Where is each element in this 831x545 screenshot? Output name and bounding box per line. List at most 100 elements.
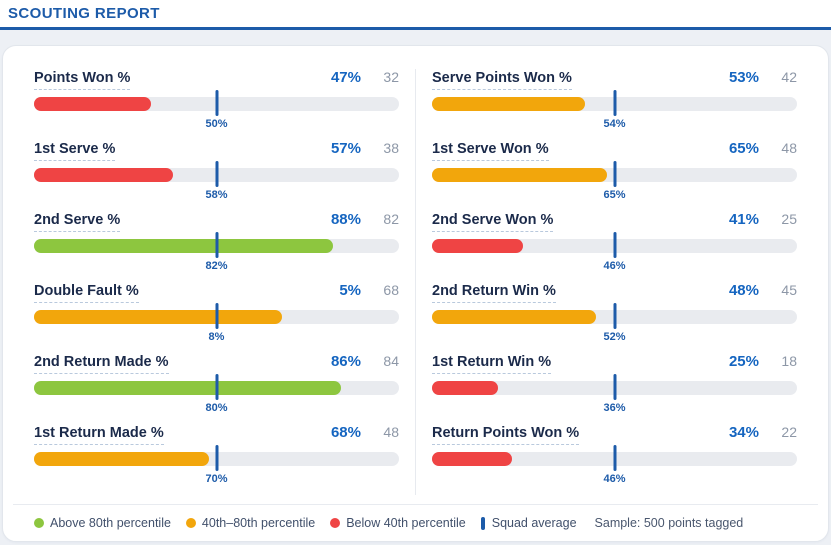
squad-average-tick <box>215 232 218 258</box>
column-divider <box>415 69 416 495</box>
legend-label-above-80: Above 80th percentile <box>50 516 171 530</box>
stat-label[interactable]: 2nd Return Made % <box>34 355 169 374</box>
legend: Above 80th percentile 40th–80th percenti… <box>13 504 818 542</box>
stat-percentile: 22 <box>781 424 797 440</box>
stat-value: 68% <box>330 424 361 441</box>
stat-bar: 65% <box>432 161 797 201</box>
stat-label[interactable]: 2nd Serve Won % <box>432 213 554 232</box>
stat-row: 2nd Return Win % 48% 45 52% <box>432 282 797 353</box>
bar-fill <box>34 97 151 111</box>
squad-average-tick <box>215 445 218 471</box>
stat-label[interactable]: 1st Return Made % <box>34 426 164 445</box>
stat-header: Serve Points Won % 53% 42 <box>432 69 797 90</box>
bar-fill <box>432 452 513 466</box>
stat-value: 5% <box>339 282 361 299</box>
stat-percentile: 48 <box>781 140 797 156</box>
stat-label[interactable]: 1st Return Win % <box>432 355 552 374</box>
squad-average-tick-icon <box>480 516 485 530</box>
stat-percentile: 18 <box>781 353 797 369</box>
stat-value: 86% <box>330 353 361 370</box>
stat-percentile: 84 <box>383 353 399 369</box>
red-dot-icon <box>330 518 341 528</box>
squad-average-label: 36% <box>603 402 626 414</box>
bar-fill <box>34 168 173 182</box>
squad-average-label: 65% <box>603 189 626 201</box>
report-title-bar: SCOUTING REPORT <box>0 0 831 30</box>
stat-value: 34% <box>728 424 759 441</box>
squad-average-tick <box>215 90 218 116</box>
stat-header: 2nd Return Made % 86% 84 <box>34 353 399 374</box>
stat-label[interactable]: Double Fault % <box>34 284 139 303</box>
bar-fill <box>34 239 334 253</box>
stat-row: 1st Serve % 57% 38 58% <box>34 140 399 211</box>
stat-label[interactable]: 2nd Return Win % <box>432 284 556 303</box>
stat-bar: 70% <box>34 445 399 485</box>
squad-average-label: 8% <box>208 331 225 343</box>
bar-fill <box>432 97 586 111</box>
stat-label[interactable]: Serve Points Won % <box>432 71 572 90</box>
stat-value: 57% <box>330 140 361 157</box>
squad-average-label: 70% <box>205 473 228 485</box>
squad-average-tick <box>215 161 218 187</box>
squad-average-tick <box>613 445 616 471</box>
stat-bar: 46% <box>432 232 797 272</box>
stat-label[interactable]: Return Points Won % <box>432 426 580 445</box>
orange-dot-icon <box>185 518 196 528</box>
stat-row: 2nd Return Made % 86% 84 80% <box>34 353 399 424</box>
stat-bar: 36% <box>432 374 797 414</box>
bar-fill <box>432 239 524 253</box>
squad-average-tick <box>613 90 616 116</box>
stat-bar: 82% <box>34 232 399 272</box>
squad-average-label: 54% <box>603 118 626 130</box>
legend-label-40-80: 40th–80th percentile <box>201 516 316 530</box>
stat-percentile: 25 <box>781 211 797 227</box>
stat-label[interactable]: 2nd Serve % <box>34 213 121 232</box>
stat-percentile: 48 <box>383 424 399 440</box>
page-title: SCOUTING REPORT <box>8 5 160 22</box>
bar-fill <box>34 452 210 466</box>
stat-label[interactable]: 1st Serve Won % <box>432 142 549 161</box>
stat-row: Double Fault % 5% 68 8% <box>34 282 399 353</box>
stat-bar: 50% <box>34 90 399 130</box>
stat-bar: 58% <box>34 161 399 201</box>
squad-average-label: 46% <box>603 260 626 272</box>
stat-value: 65% <box>728 140 759 157</box>
stat-value: 53% <box>728 69 759 86</box>
squad-average-tick <box>613 232 616 258</box>
stat-row: 1st Serve Won % 65% 48 65% <box>432 140 797 211</box>
stat-header: Double Fault % 5% 68 <box>34 282 399 303</box>
sample-size-note: Sample: 500 points tagged <box>594 516 744 530</box>
bar-fill <box>34 381 341 395</box>
squad-average-tick <box>215 303 218 329</box>
green-dot-icon <box>34 518 44 528</box>
stat-bar: 52% <box>432 303 797 343</box>
stat-percentile: 32 <box>383 69 399 85</box>
stat-label[interactable]: 1st Serve % <box>34 142 116 161</box>
stat-value: 41% <box>728 211 759 228</box>
stat-bar: 8% <box>34 303 399 343</box>
legend-item-above-80: Above 80th percentile <box>34 516 171 530</box>
stat-label[interactable]: Points Won % <box>34 71 131 90</box>
stat-value: 25% <box>728 353 759 370</box>
stat-percentile: 82 <box>383 211 399 227</box>
bar-fill <box>34 310 283 324</box>
squad-average-label: 80% <box>205 402 228 414</box>
stat-row: Return Points Won % 34% 22 46% <box>432 424 797 495</box>
stat-value: 88% <box>330 211 361 228</box>
squad-average-label: 82% <box>205 260 228 272</box>
stat-value: 47% <box>330 69 361 86</box>
stat-row: 2nd Serve Won % 41% 25 46% <box>432 211 797 282</box>
legend-item-40-80: 40th–80th percentile <box>185 516 316 530</box>
stat-bar: 80% <box>34 374 399 414</box>
scouting-report-card: Points Won % 47% 32 50% 1st Serve % 57% … <box>2 45 829 542</box>
bar-fill <box>432 168 608 182</box>
squad-average-label: 52% <box>603 331 626 343</box>
stat-header: Points Won % 47% 32 <box>34 69 399 90</box>
legend-label-below-40: Below 40th percentile <box>346 516 466 530</box>
stat-percentile: 42 <box>781 69 797 85</box>
stat-row: 1st Return Win % 25% 18 36% <box>432 353 797 424</box>
stat-row: 2nd Serve % 88% 82 82% <box>34 211 399 282</box>
stat-value: 48% <box>728 282 759 299</box>
stat-header: 2nd Serve % 88% 82 <box>34 211 399 232</box>
stat-bar: 46% <box>432 445 797 485</box>
